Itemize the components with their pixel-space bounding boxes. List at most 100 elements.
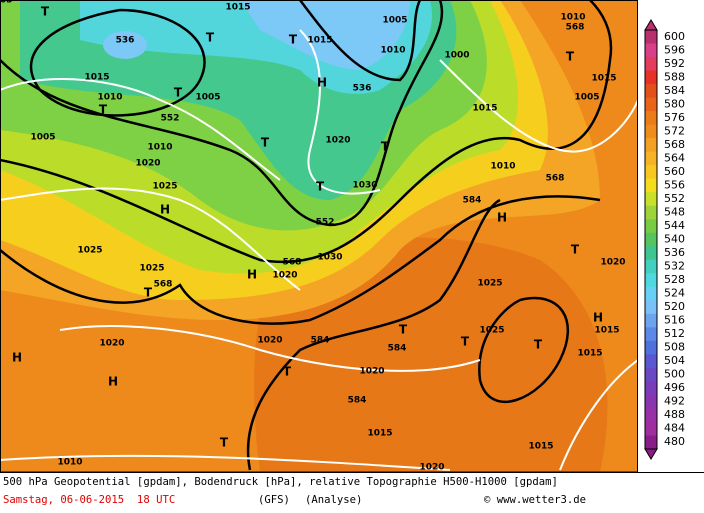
colorbar-label: 488 xyxy=(664,408,685,421)
colorbar-frame xyxy=(644,29,658,450)
contour-label: 1025 xyxy=(152,182,177,192)
colorbar-swatch xyxy=(645,219,657,234)
colorbar-swatch xyxy=(645,327,657,342)
isobar xyxy=(0,454,451,471)
contour-label: 1005 xyxy=(574,93,599,103)
pressure-center: T xyxy=(206,31,215,45)
colorbar-label: 580 xyxy=(664,97,685,110)
pressure-center: T xyxy=(399,323,408,337)
colorbar-label: 496 xyxy=(664,381,685,394)
isobar xyxy=(559,359,638,471)
field xyxy=(240,0,410,70)
contour-label: 1020 xyxy=(600,258,625,268)
contour-label: 1005 xyxy=(382,16,407,26)
colorbar-label: 520 xyxy=(664,300,685,313)
colorbar-label: 484 xyxy=(664,422,685,435)
colorbar-label: 556 xyxy=(664,178,685,191)
colorbar-label: 544 xyxy=(664,219,685,232)
colorbar-label: 536 xyxy=(664,246,685,259)
colorbar-label: 600 xyxy=(664,30,685,43)
pressure-center: H xyxy=(12,351,22,365)
colorbar-label: 512 xyxy=(664,327,685,340)
colorbar-swatch xyxy=(645,178,657,193)
colorbar-swatch xyxy=(645,111,657,126)
contour-label: 1020 xyxy=(135,159,160,169)
colorbar-swatch xyxy=(645,408,657,423)
colorbar-label: 524 xyxy=(664,287,685,300)
colorbar-swatch xyxy=(645,57,657,72)
contour xyxy=(0,195,601,325)
isobar xyxy=(59,325,481,372)
pressure-center: H xyxy=(497,211,507,225)
contour-label: 1010 xyxy=(97,93,122,103)
colorbar-label: 516 xyxy=(664,314,685,327)
contour-label: 1005 xyxy=(195,93,220,103)
colorbar-swatch xyxy=(645,381,657,396)
contour-label: 1025 xyxy=(139,264,164,274)
contour xyxy=(478,296,570,403)
colorbar-label: 576 xyxy=(664,111,685,124)
colorbar-swatch xyxy=(645,232,657,247)
colorbar: 6005965925885845805765725685645605565525… xyxy=(644,19,685,460)
colorbar-swatch xyxy=(645,70,657,85)
contour xyxy=(246,198,501,471)
colorbar-label: 504 xyxy=(664,354,685,367)
contour-label: 1015 xyxy=(528,442,553,452)
contour-label: 552 xyxy=(316,218,335,228)
pressure-center: H xyxy=(160,203,170,217)
map-labels: 536 552 536 552 568 568 568 568 584 584 584 584 H H H H… xyxy=(0,0,626,473)
pressure-center: T xyxy=(261,136,270,150)
contour xyxy=(0,0,444,227)
contour-label: 536 xyxy=(353,84,372,94)
contour-label: 1010 xyxy=(380,46,405,56)
pressure-center: T xyxy=(534,338,543,352)
contour-label: 1025 xyxy=(479,326,504,336)
contour-label: 1010 xyxy=(560,13,585,23)
contour-label: 584 xyxy=(388,344,407,354)
colorbar-label: 480 xyxy=(664,435,685,448)
contour-label: 1000 xyxy=(444,51,469,61)
contour-label: 584 xyxy=(348,396,367,406)
contour-label: 536 xyxy=(116,36,135,46)
colorbar-swatch xyxy=(645,394,657,409)
pressure-center: H xyxy=(108,375,118,389)
model: (GFS) xyxy=(258,494,290,506)
pressure-center: T xyxy=(571,243,580,257)
colorbar-swatch xyxy=(645,435,657,450)
contour-label: 1005 xyxy=(0,0,13,6)
pressure-center: T xyxy=(99,103,108,117)
contour xyxy=(299,0,422,82)
pressure-center: T xyxy=(144,286,153,300)
colorbar-label: 560 xyxy=(664,165,685,178)
colorbar-label: 508 xyxy=(664,341,685,354)
contour-label: 1015 xyxy=(225,3,250,13)
colorbar-label: 492 xyxy=(664,395,685,408)
caption: 500 hPa Geopotential [gpdam], Bodendruck… xyxy=(3,476,558,488)
colorbar-label: 596 xyxy=(664,43,685,56)
pressure-center: T xyxy=(316,180,325,194)
contour-label: 1030 xyxy=(352,181,377,191)
isobar xyxy=(439,59,638,153)
colorbar-label: 568 xyxy=(664,138,685,151)
contour-label: 584 xyxy=(311,336,330,346)
colorbar-label: 500 xyxy=(664,368,685,381)
isobar xyxy=(0,78,281,181)
run-type: (Analyse) xyxy=(305,494,362,506)
contour-label: 1015 xyxy=(591,74,616,84)
colorbar-label: 548 xyxy=(664,205,685,218)
pressure-center: T xyxy=(289,33,298,47)
pressure-center: T xyxy=(174,86,183,100)
colorbar-swatch xyxy=(645,97,657,112)
colorbar-label: 564 xyxy=(664,151,685,164)
contour-label: 1020 xyxy=(419,463,444,473)
colorbar-swatch xyxy=(645,259,657,274)
colorbar-swatch xyxy=(645,340,657,355)
contour-label: 584 xyxy=(463,196,482,206)
colorbar-label: 540 xyxy=(664,233,685,246)
contour-label: 1025 xyxy=(77,246,102,256)
colorbar-swatch xyxy=(645,313,657,328)
contour-label: 1010 xyxy=(490,162,515,172)
isobar xyxy=(299,29,381,195)
colorbar-swatch xyxy=(645,30,657,45)
colorbar-swatch xyxy=(645,354,657,369)
